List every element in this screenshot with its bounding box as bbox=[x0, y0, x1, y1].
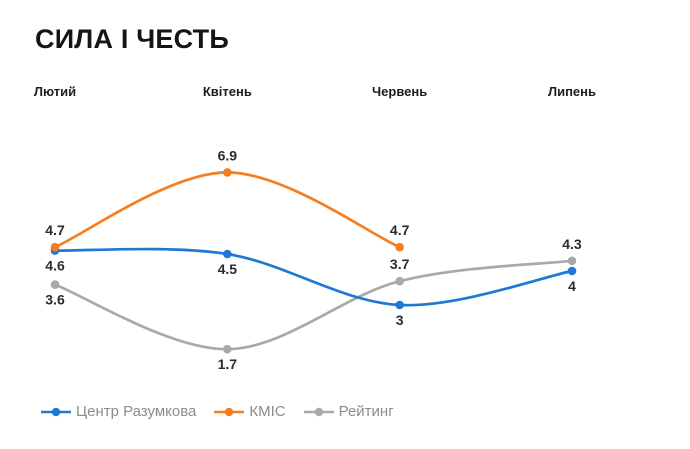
data-point-label: 6.9 bbox=[218, 147, 238, 163]
data-point bbox=[50, 280, 60, 289]
data-point bbox=[567, 256, 577, 266]
legend-line-dot-icon bbox=[41, 407, 71, 416]
series-line bbox=[53, 259, 574, 351]
legend-item: Рейтинг bbox=[303, 403, 394, 420]
series-line bbox=[53, 171, 402, 249]
data-point-label: 4.3 bbox=[562, 236, 582, 252]
data-point bbox=[223, 344, 232, 354]
legend-label: Центр Разумкова bbox=[76, 403, 197, 420]
data-point-label: 4 bbox=[568, 278, 576, 294]
data-point-label: 4.7 bbox=[45, 222, 65, 238]
month-label: Квітень bbox=[203, 84, 252, 99]
data-point-label: 3.6 bbox=[45, 292, 65, 308]
page-title: СИЛА І ЧЕСТЬ bbox=[35, 24, 229, 54]
data-point-label: 3.7 bbox=[390, 256, 410, 272]
legend-item: Центр Разумкова bbox=[41, 403, 196, 420]
data-point-label: 3 bbox=[396, 312, 404, 328]
legend-line-dot-icon bbox=[214, 407, 245, 416]
data-point bbox=[395, 242, 404, 252]
data-point bbox=[223, 249, 232, 259]
legend: Центр Разумкова КМІС Рейтинг bbox=[41, 403, 394, 420]
legend-label: Рейтинг bbox=[338, 403, 394, 420]
month-label: Липень bbox=[548, 84, 596, 99]
data-point-label: 1.7 bbox=[218, 356, 238, 372]
legend-label: КМІС bbox=[249, 403, 286, 420]
month-label: Червень bbox=[372, 84, 427, 99]
month-label: Лютий bbox=[34, 84, 76, 99]
data-point-label: 4.5 bbox=[218, 261, 238, 277]
data-point bbox=[395, 300, 404, 310]
data-point bbox=[50, 242, 60, 252]
data-point-label: 4.7 bbox=[390, 222, 410, 238]
series-line bbox=[53, 247, 574, 307]
data-point-label: 4.6 bbox=[45, 258, 65, 274]
data-point bbox=[395, 276, 404, 286]
data-point bbox=[567, 266, 577, 276]
legend-line-dot-icon bbox=[303, 407, 334, 416]
data-point bbox=[223, 168, 232, 177]
legend-item: КМІС bbox=[214, 403, 286, 420]
